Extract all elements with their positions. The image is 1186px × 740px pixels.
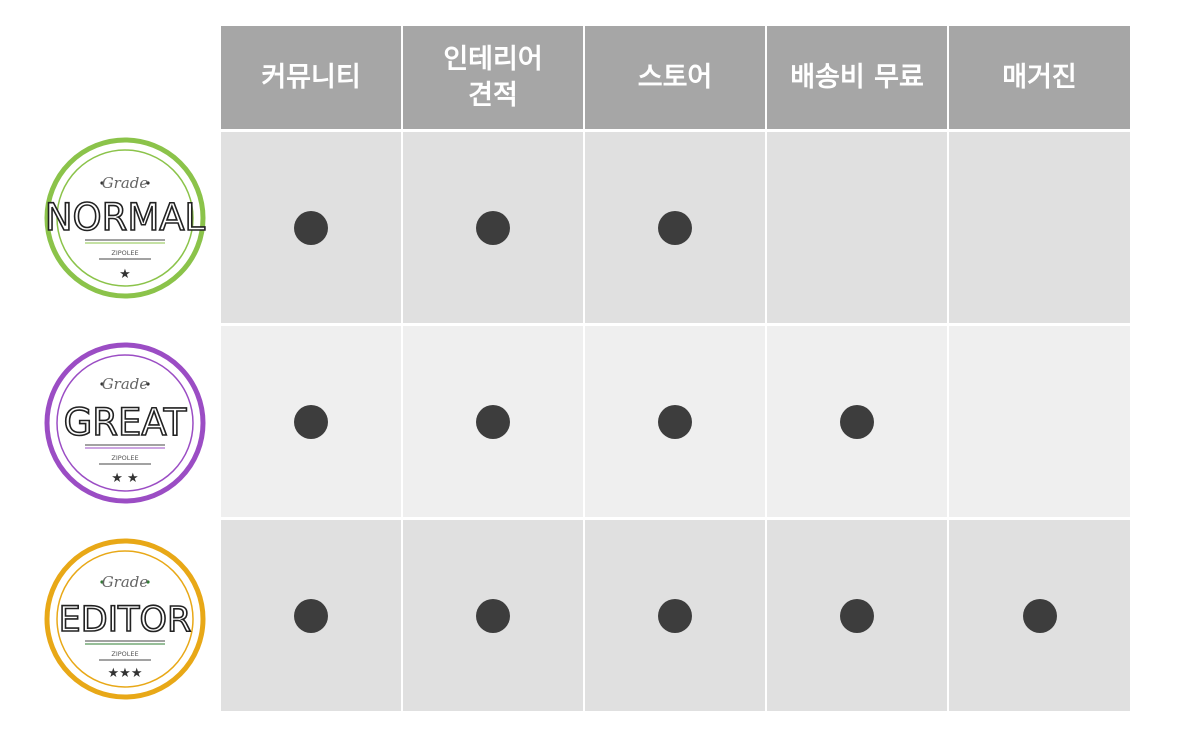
badge-brand-text: ZIPOLEE [111,650,138,658]
benefit-included-dot [840,598,874,633]
badge-stars: ★ ★ [111,471,138,486]
column-header-interior-estimate: 인테리어 견적 [403,26,583,129]
badge-grade-text: Grade [102,375,149,393]
benefit-cell [585,520,765,711]
badge-inner-ring [56,550,194,688]
badge-name-text: NORMAL [45,196,206,239]
tier-row-great [221,326,1130,517]
benefit-cell [949,132,1130,323]
benefit-included-dot [658,598,692,633]
badge-grade-text: Grade [102,174,149,192]
benefit-included-dot [294,210,328,245]
badge-normal: Grade NORMAL ZIPOLEE ★ [44,137,206,299]
column-label: 배송비 무료 [790,61,924,93]
benefit-included-dot [1022,598,1057,633]
badge-grade-text: Grade [102,573,149,591]
benefit-cell [585,132,765,323]
badge-outer-ring [44,538,206,700]
column-header-magazine: 매거진 [949,26,1130,129]
badge-name-text: GREAT [64,401,187,444]
benefit-cell [949,520,1130,711]
badge-name-text: EDITOR [59,600,192,640]
benefit-included-dot [840,404,874,439]
badge-stars: ★★★ [108,666,143,681]
column-label: 매거진 [1002,61,1077,93]
benefit-cell [767,520,947,711]
benefit-cell [767,132,947,323]
benefit-cell [767,326,947,517]
badge-editor: Grade EDITOR ZIPOLEE ★★★ [44,538,206,700]
benefit-cell [221,520,401,711]
badge-inner-ring [56,149,194,287]
column-label: 커뮤니티 [261,61,361,93]
benefit-included-dot [658,210,692,245]
badge-outer-ring [44,137,206,299]
badge-stars: ★ [119,267,131,282]
benefit-cell [403,326,583,517]
badge-brand-text: ZIPOLEE [111,454,138,462]
badge-great: Grade GREAT ZIPOLEE ★ ★ [44,342,206,504]
benefit-included-dot [658,404,692,439]
benefit-cell [403,132,583,323]
benefit-included-dot [476,404,510,439]
column-header-store: 스토어 [585,26,765,129]
badge-inner-ring [56,354,194,492]
benefits-table: 커뮤니티 인테리어 견적 스토어 배송비 무료 매거진 [221,26,1130,711]
column-label: 스토어 [637,61,713,93]
benefit-cell [221,326,401,517]
benefit-included-dot [294,598,328,633]
benefit-cell [221,132,401,323]
column-header-community: 커뮤니티 [221,26,401,129]
column-label: 인테리어 견적 [443,43,543,111]
benefit-cell [403,520,583,711]
column-header-free-shipping: 배송비 무료 [767,26,947,129]
badge-outer-ring [44,342,206,504]
benefit-cell [949,326,1130,517]
benefit-included-dot [294,404,328,439]
benefit-cell [585,326,765,517]
badge-brand-text: ZIPOLEE [111,249,138,257]
tier-row-editor [221,520,1130,711]
benefit-included-dot [476,598,510,633]
benefit-included-dot [476,210,510,245]
header-row: 커뮤니티 인테리어 견적 스토어 배송비 무료 매거진 [221,26,1130,129]
tier-row-normal [221,132,1130,323]
